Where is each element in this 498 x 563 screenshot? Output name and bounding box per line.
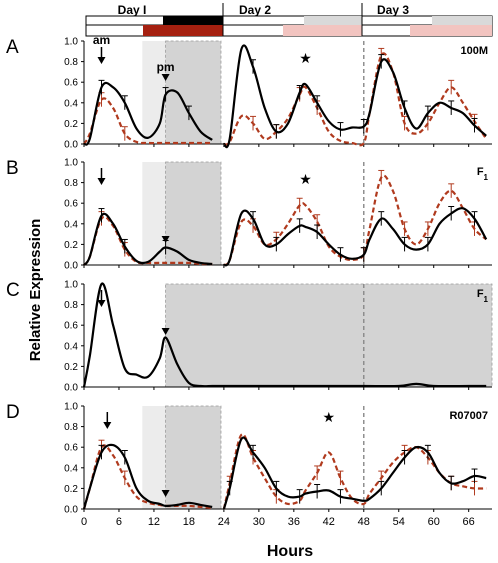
panel-d: 0.0 0.2 0.4 0.6 0.8 1.0 ★ R07007 D [6,402,492,516]
am-arrow-head [97,57,106,64]
star-marker: ★ [299,172,312,188]
day1-night-bar [163,16,223,25]
y-tick-label: 1.0 [64,280,78,291]
pm-label: pm [157,60,175,74]
y-tick-label: 0.6 [64,199,78,210]
x-tick-label: 36 [288,516,300,528]
panel-letter: B [6,158,19,179]
day3-label: Day 3 [377,3,409,17]
y-tick-label: 0.2 [64,240,78,251]
day1-red-bar [143,25,223,36]
am-label: am [93,33,110,47]
day2-pink-bar [283,25,362,36]
pm-triangle [161,236,170,243]
light-shade [142,406,166,509]
y-tick-label: 0.6 [64,321,78,332]
x-tick-label: 60 [428,516,440,528]
y-tick-label: 0.2 [64,362,78,373]
x-tick-label: 48 [358,516,370,528]
star-marker: ★ [299,51,312,67]
x-tick-label: 18 [183,516,195,528]
pm-triangle [161,490,170,497]
y-tick-label: 1.0 [64,37,78,48]
y-tick-label: 0.4 [64,341,78,352]
y-tick-label: 0.0 [64,140,78,151]
x-axis-label: Hours [267,543,313,560]
panel-b: 0.0 0.2 0.4 0.6 0.8 1.0 ★ F1 B [6,158,492,272]
dark-shade [165,161,222,266]
pm-triangle [161,328,170,335]
y-tick-label: 1.0 [64,402,78,413]
y-tick-label: 0.8 [64,178,78,189]
star-marker: ★ [323,410,336,426]
x-tick-label: 30 [253,516,265,528]
genotype-label: 100M [460,45,488,57]
y-tick-label: 0.8 [64,57,78,68]
day3-pink-bar [410,25,492,36]
day-bars: Day I Day 2 Day 3 [85,3,493,37]
x-tick-labels: 0 6 12 18 24 30 36 42 48 54 60 66 [81,516,475,528]
panel-letter: A [6,37,19,58]
series-line-black [82,282,487,388]
panel-a: 0.0 0.2 0.4 0.6 0.8 1.0 ★ am pm 100M A [6,33,492,151]
y-tick-label: 0.0 [64,261,78,272]
genotype-label: F1 [477,166,489,182]
genotype-label: R07007 [449,410,488,422]
dark-shade [165,40,222,145]
x-tick-label: 42 [323,516,335,528]
light-shade [142,162,166,265]
y-tick-label: 0.6 [64,78,78,89]
y-tick-label: 0.2 [64,119,78,130]
am-arrow-head [97,178,106,185]
panel-c: 0.0 0.2 0.4 0.6 0.8 1.0 F1 C [6,280,493,394]
x-tick-label: 6 [116,516,122,528]
x-tick-label: 12 [148,516,160,528]
day1-label: Day I [118,3,147,17]
x-tick-label: 24 [218,516,230,528]
series-line-red [222,433,487,510]
y-tick-label: 0.8 [64,422,78,433]
y-tick-label: 0.8 [64,300,78,311]
series-line-red [223,174,487,267]
x-tick-label: 54 [393,516,405,528]
y-tick-label: 0.0 [64,505,78,516]
series-line-red [223,52,488,147]
dark-shade [165,283,493,388]
am-arrow-head [103,422,112,429]
series-line-black [223,207,488,267]
y-tick-label: 0.4 [64,98,78,109]
genotype-label: F1 [477,288,489,304]
light-shade [142,41,166,144]
y-tick-label: 0.6 [64,443,78,454]
dark-shade [165,405,222,510]
day2-grey-bar [304,16,362,25]
y-axis-label: Relative Expression [27,219,44,362]
y-tick-label: 0.2 [64,484,78,495]
y-tick-label: 0.0 [64,383,78,394]
am-arrow-head [97,300,106,307]
x-tick-label: 66 [463,516,475,528]
y-tick-label: 1.0 [64,158,78,169]
day2-label: Day 2 [239,3,271,17]
series-line-black [222,44,487,149]
y-tick-label: 0.4 [64,219,78,230]
series-line-black [222,436,487,510]
pm-triangle [161,74,170,81]
x-tick-label: 0 [81,516,87,528]
panel-letter: C [6,280,20,301]
day3-grey-bar [432,16,492,25]
y-tick-label: 0.4 [64,463,78,474]
panel-letter: D [6,402,20,423]
